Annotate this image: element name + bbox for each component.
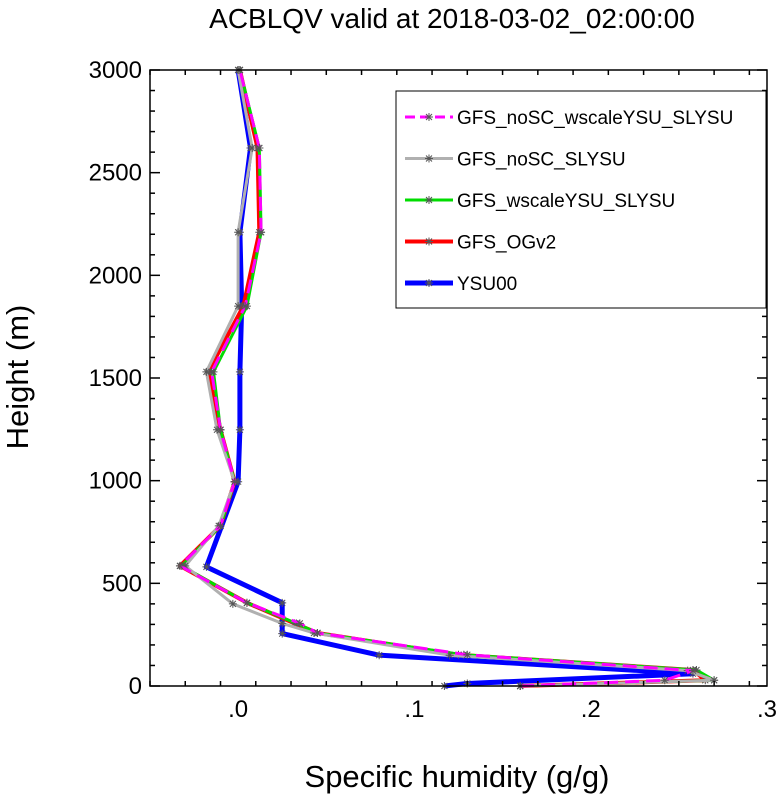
legend-label-gfs-nosc-wscaleysu-slysu: GFS_noSC_wscaleYSU_SLYSU — [457, 108, 733, 129]
marker-gfs-nosc-wscaleysu-slysu — [295, 619, 304, 628]
marker-gfs-nosc-wscaleysu-slysu — [313, 629, 322, 638]
marker-gfs-nosc-slysu — [445, 651, 454, 660]
legend-marker-gfs-wscaleysu-slysu — [425, 196, 433, 204]
marker-ysu00 — [235, 367, 244, 376]
marker-gfs-nosc-slysu — [202, 367, 211, 376]
x-tick-label: .0 — [228, 696, 248, 723]
x-tick-label: .3 — [757, 696, 777, 723]
marker-gfs-nosc-wscaleysu-slysu — [216, 425, 225, 434]
legend: GFS_noSC_wscaleYSU_SLYSU GFS_noSC_SLYSU GF… — [395, 90, 767, 309]
y-tick-label: 2000 — [89, 262, 142, 289]
legend-item-gfs-nosc-slysu: GFS_noSC_SLYSU — [405, 150, 626, 171]
marker-gfs-nosc-wscaleysu-slysu — [207, 367, 216, 376]
legend-item-gfs-wscaleysu-slysu: GFS_wscaleYSU_SLYSU — [405, 191, 675, 212]
legend-box — [395, 90, 767, 309]
legend-marker-gfs-nosc-slysu — [425, 154, 433, 163]
legend-marker-gfs-ogv2 — [425, 237, 433, 246]
legend-marker-gfs-nosc-wscaleysu-slysu — [425, 113, 433, 121]
marker-gfs-nosc-wscaleysu-slysu — [257, 228, 266, 237]
marker-gfs-nosc-wscaleysu-slysu — [230, 477, 239, 486]
y-tick-label: 1500 — [89, 365, 142, 392]
legend-item-gfs-ogv2: GFS_OGv2 — [405, 233, 556, 254]
marker-gfs-nosc-slysu — [248, 144, 257, 153]
marker-ysu00 — [278, 598, 287, 607]
marker-gfs-nosc-slysu — [278, 619, 287, 628]
marker-gfs-nosc-wscaleysu-slysu — [175, 561, 184, 570]
y-tick-label: 3000 — [89, 57, 142, 84]
marker-gfs-nosc-wscaleysu-slysu — [241, 302, 250, 311]
marker-gfs-nosc-wscaleysu-slysu — [688, 666, 697, 675]
marker-gfs-nosc-slysu — [710, 676, 719, 685]
marker-gfs-wscaleysu-slysu — [692, 665, 701, 674]
legend-item-gfs-nosc-wscaleysu-slysu: GFS_noSC_wscaleYSU_SLYSU — [405, 108, 733, 129]
marker-gfs-nosc-wscaleysu-slysu — [255, 144, 264, 153]
marker-gfs-nosc-slysu — [181, 561, 190, 570]
marker-ysu00 — [375, 651, 384, 660]
axis-ticks: .0 .1 .2 .3 0 500 1000 1500 2000 2500 3000 — [89, 57, 777, 723]
legend-label-gfs-ogv2: GFS_OGv2 — [457, 233, 556, 254]
legend-label-gfs-wscaleysu-slysu: GFS_wscaleYSU_SLYSU — [457, 191, 675, 212]
y-tick-label: 0 — [129, 673, 142, 700]
marker-gfs-nosc-slysu — [228, 599, 237, 608]
marker-gfs-nosc-slysu — [234, 302, 243, 311]
series-line-gfs-nosc-wscaleysu-slysu — [178, 69, 695, 688]
legend-label-ysu00: YSU00 — [457, 274, 517, 295]
x-axis-label: Specific humidity (g/g) — [305, 759, 610, 794]
marker-ysu00 — [278, 629, 287, 638]
y-tick-label: 2500 — [89, 160, 142, 187]
marker-gfs-nosc-slysu — [234, 228, 243, 237]
marker-gfs-nosc-wscaleysu-slysu — [216, 521, 225, 530]
y-tick-label: 500 — [102, 570, 142, 597]
marker-ysu00 — [202, 562, 211, 571]
x-tick-label: .1 — [404, 696, 424, 723]
marker-ysu00 — [235, 425, 244, 434]
marker-gfs-nosc-wscaleysu-slysu — [660, 676, 669, 685]
marker-gfs-nosc-wscaleysu-slysu — [242, 598, 251, 607]
x-tick-label: .2 — [581, 696, 601, 723]
marker-gfs-nosc-wscaleysu-slysu — [463, 650, 472, 659]
legend-item-ysu00: YSU00 — [405, 274, 517, 295]
chart-title: ACBLQV valid at 2018-03-02_02:00:00 — [209, 3, 695, 34]
plot-lines — [175, 66, 719, 690]
y-tick-label: 1000 — [89, 468, 142, 495]
y-axis-label: Height (m) — [0, 305, 35, 450]
legend-marker-ysu00 — [425, 279, 433, 287]
legend-label-gfs-nosc-slysu: GFS_noSC_SLYSU — [457, 150, 626, 171]
